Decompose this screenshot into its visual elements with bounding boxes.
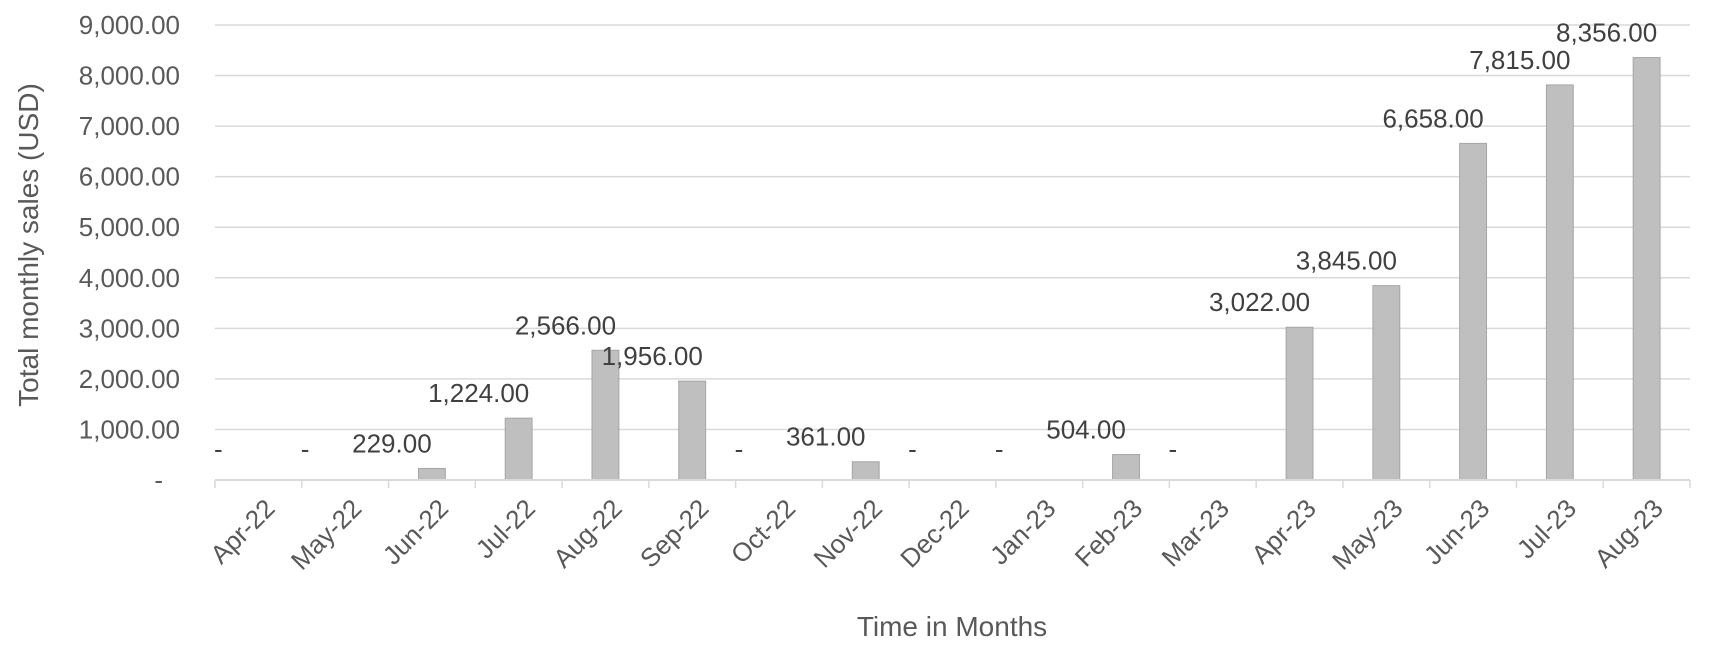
bar — [678, 380, 707, 481]
axes — [214, 479, 1691, 488]
x-tick-label: Nov-22 — [807, 493, 887, 573]
x-tick-label: Oct-22 — [725, 493, 801, 569]
data-label: 229.00 — [352, 428, 432, 458]
data-label: 2,566.00 — [515, 310, 616, 340]
bar — [1285, 326, 1314, 481]
y-tick-label: 9,000.00 — [79, 10, 180, 40]
x-tick-label: May-23 — [1326, 493, 1409, 576]
x-tick-label: Aug-23 — [1588, 493, 1668, 573]
data-label: 7,815.00 — [1469, 45, 1570, 75]
x-tick-label: Sep-22 — [634, 493, 714, 573]
x-tick-label: Jun-22 — [377, 493, 454, 570]
x-tick-label: Feb-23 — [1069, 493, 1148, 572]
x-axis-title: Time in Months — [857, 611, 1047, 642]
data-label: 1,224.00 — [428, 378, 529, 408]
y-tick-label: 8,000.00 — [79, 61, 180, 91]
y-axis-title: Total monthly sales (USD) — [13, 83, 44, 407]
x-tick-label: Jun-23 — [1418, 493, 1495, 570]
gridlines — [215, 24, 1690, 431]
y-tick-label: 7,000.00 — [79, 111, 180, 141]
data-label: - — [908, 434, 917, 464]
bar — [591, 349, 620, 481]
bar — [851, 461, 880, 481]
data-label: 3,022.00 — [1209, 287, 1310, 317]
bar — [1632, 57, 1661, 481]
data-label: 8,356.00 — [1556, 18, 1657, 48]
y-tick-label: 4,000.00 — [79, 263, 180, 293]
x-tick-label: Apr-23 — [1245, 493, 1321, 569]
bar — [417, 467, 446, 481]
data-label: - — [1168, 434, 1177, 464]
x-tick-label: Jan-23 — [984, 493, 1061, 570]
x-tick-label: May-22 — [285, 493, 368, 576]
bar — [504, 417, 533, 481]
x-tick-label: Apr-22 — [204, 493, 280, 569]
y-tick-label: 6,000.00 — [79, 162, 180, 192]
x-tick-label: Jul-22 — [470, 493, 541, 564]
y-tick-label: - — [154, 465, 163, 495]
x-tick-label: Dec-22 — [894, 493, 974, 573]
data-label: - — [735, 434, 744, 464]
data-label: - — [995, 434, 1004, 464]
data-label: 361.00 — [786, 422, 866, 452]
x-tick-label: Mar-23 — [1156, 493, 1235, 572]
y-tick-labels: - 1,000.00 2,000.00 3,000.00 4,000.00 5,000.0… — [79, 10, 180, 495]
y-tick-label: 2,000.00 — [79, 364, 180, 394]
bar — [1112, 454, 1140, 481]
data-label: - — [214, 434, 223, 464]
bar — [1545, 84, 1574, 481]
data-label: - — [301, 434, 310, 464]
y-tick-label: 3,000.00 — [79, 313, 180, 343]
y-tick-label: 5,000.00 — [79, 212, 180, 242]
data-label: 3,845.00 — [1296, 246, 1397, 276]
bar — [1372, 285, 1401, 481]
x-tick-label: Jul-23 — [1511, 493, 1582, 564]
x-tick-labels: Apr-22 May-22 Jun-22 Jul-22 Aug-22 Sep-22 Oct-… — [204, 493, 1669, 576]
data-label: 504.00 — [1046, 415, 1126, 445]
bar — [1459, 142, 1488, 481]
data-labels: - - 229.00 1,224.00 2,566.001,956.00 - 361.00 -… — [214, 18, 1657, 464]
y-tick-label: 1,000.00 — [79, 414, 180, 444]
bars — [417, 57, 1661, 481]
x-tick-label: Aug-22 — [547, 493, 627, 573]
data-label: 6,658.00 — [1382, 103, 1483, 133]
data-label: 1,956.00 — [602, 341, 703, 371]
